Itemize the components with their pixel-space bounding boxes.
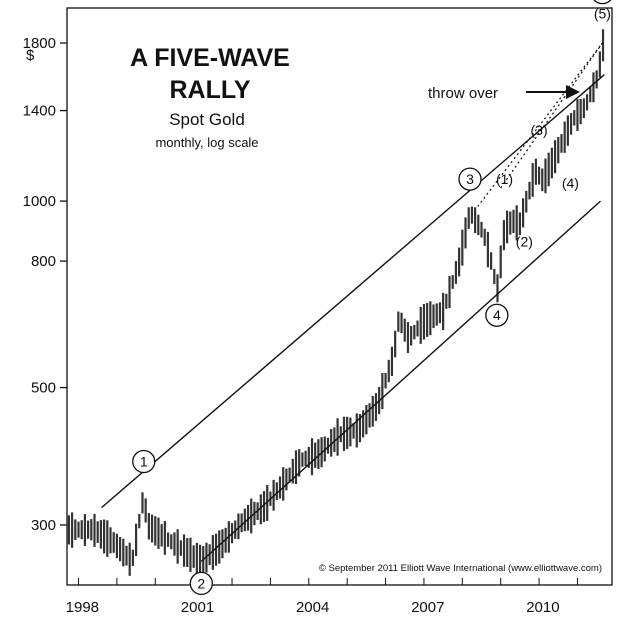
y-unit-label: $ xyxy=(26,47,35,64)
wave-marker-5 xyxy=(593,0,612,5)
x-tick-label: 2010 xyxy=(526,599,559,616)
y-tick-label: 500 xyxy=(31,380,56,397)
copyright-text: © September 2011 Elliott Wave Internatio… xyxy=(319,563,602,574)
throw-over-line xyxy=(477,42,603,207)
throw-over-arrowhead xyxy=(566,85,580,99)
wave-label: (1) xyxy=(496,171,513,187)
y-tick-label: 1400 xyxy=(23,103,56,120)
wave-label: 4 xyxy=(493,307,501,323)
chart-title-line-1: A FIVE-WAVE xyxy=(130,44,290,72)
wave-marker-3 xyxy=(458,167,482,191)
wave-label: 3 xyxy=(466,171,474,187)
channel-lines xyxy=(101,42,605,562)
wave-marker-4 xyxy=(485,303,509,327)
y-tick-label: 300 xyxy=(31,517,56,534)
wave-label: 2 xyxy=(197,575,205,591)
axes: 300 500 800 1000 1400 1800 1998 2001 2004 2007 201… xyxy=(23,7,613,616)
annotations: 1 2 3 4 5 (1) (2) (3) (4) (5) xyxy=(132,0,612,596)
chart-note: monthly, log scale xyxy=(155,135,258,150)
wave-label: (5) xyxy=(594,6,611,22)
plot-frame xyxy=(66,7,613,586)
wave-label: (4) xyxy=(562,175,579,191)
channel-line-lower xyxy=(200,200,601,562)
x-tick-label: 2007 xyxy=(411,599,444,616)
throw-over-label: throw over xyxy=(428,85,498,102)
y-tick-label: 800 xyxy=(31,253,56,270)
x-tick-label: 1998 xyxy=(66,599,99,616)
wave-label: (3) xyxy=(531,122,548,138)
wave-label: 1 xyxy=(140,454,148,470)
channel-line-upper xyxy=(101,74,605,509)
x-tick-label: 2001 xyxy=(181,599,214,616)
wave-marker-2 xyxy=(189,571,213,596)
x-tick-label: 2004 xyxy=(296,599,329,616)
ohlc-bars xyxy=(67,29,605,578)
chart-subtitle: Spot Gold xyxy=(169,110,245,129)
chart-title-line-2: RALLY xyxy=(169,76,250,104)
y-tick-label: 1800 xyxy=(23,35,56,52)
wave-label: (2) xyxy=(516,234,533,250)
wave-label: 5 xyxy=(599,0,607,1)
y-tick-label: 1000 xyxy=(23,193,56,210)
wave-marker-1 xyxy=(132,449,156,474)
